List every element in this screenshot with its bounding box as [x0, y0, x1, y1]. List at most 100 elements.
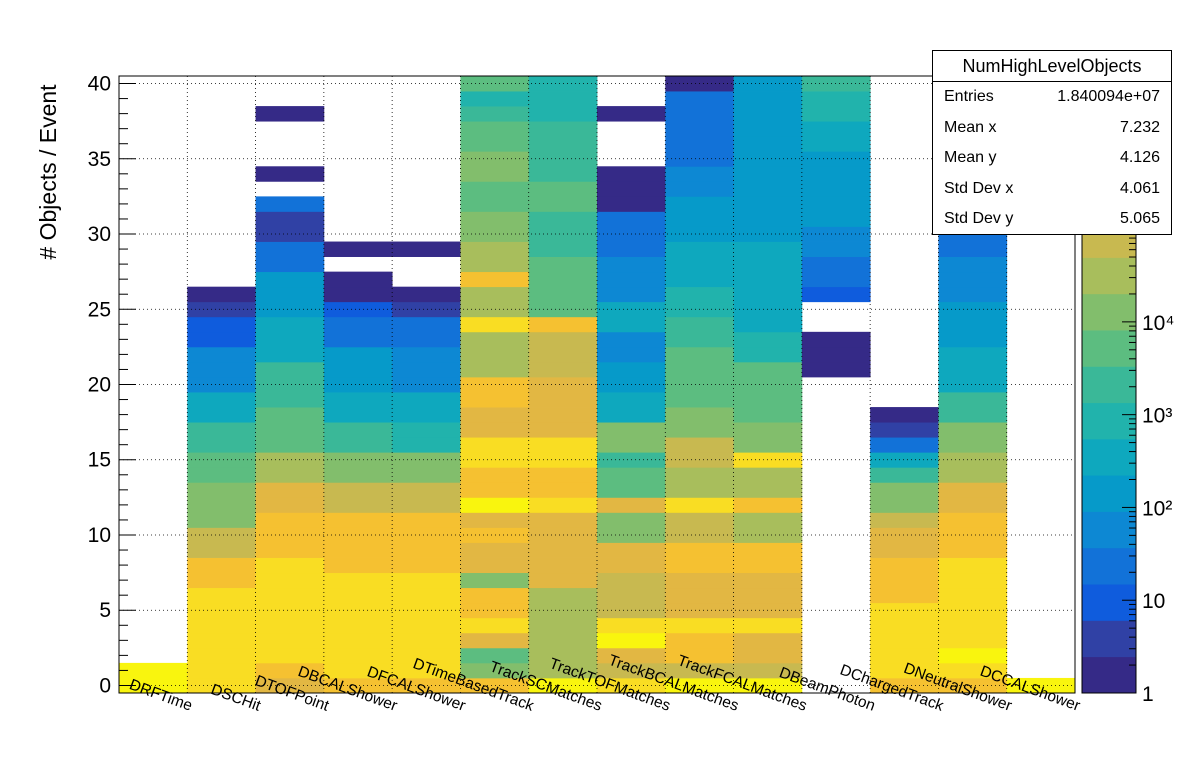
- heatmap-cell: [255, 542, 325, 558]
- heatmap-cell: [801, 91, 871, 107]
- heatmap-cell: [665, 482, 734, 498]
- heatmap-cell: [255, 572, 325, 589]
- heatmap-cell: [597, 572, 666, 589]
- heatmap-cell: [597, 166, 666, 182]
- heatmap-cell: [528, 407, 598, 423]
- heatmap-cell: [665, 572, 734, 589]
- heatmap-cell: [255, 166, 325, 182]
- heatmap-cell: [597, 407, 666, 423]
- heatmap-cell: [938, 557, 1008, 574]
- stats-row: Std Dev y 5.065: [933, 204, 1171, 235]
- heatmap-cell: [665, 632, 734, 649]
- heatmap-cell: [528, 437, 598, 453]
- heatmap-cell: [938, 497, 1008, 513]
- heatmap-cell: [460, 452, 530, 468]
- stats-value: 5.065: [1119, 210, 1160, 228]
- heatmap-cell: [460, 331, 530, 348]
- heatmap-cell: [938, 482, 1008, 498]
- heatmap-cell: [938, 647, 1008, 664]
- heatmap-cell: [938, 301, 1008, 318]
- heatmap-cell: [938, 376, 1008, 393]
- heatmap-cell: [528, 647, 598, 664]
- heatmap-cell: [665, 256, 734, 273]
- heatmap-cell: [460, 316, 530, 333]
- heatmap-cell: [528, 512, 598, 528]
- heatmap-cell: [323, 527, 393, 543]
- heatmap-cell: [597, 286, 666, 303]
- heatmap-cell: [528, 271, 598, 288]
- heatmap-cell: [597, 587, 666, 604]
- heatmap-cell: [801, 151, 871, 167]
- stats-rows: Entries 1.840094e+07 Mean x 7.232 Mean y 4.12…: [933, 82, 1171, 235]
- heatmap-cell: [665, 512, 734, 528]
- heatmap-cell: [528, 121, 598, 137]
- heatmap-cell: [528, 467, 598, 483]
- heatmap-cell: [733, 106, 803, 122]
- heatmap-cell: [392, 572, 461, 589]
- heatmap-cell: [187, 331, 256, 348]
- heatmap-cell: [255, 196, 325, 212]
- heatmap-cell: [460, 76, 530, 92]
- heatmap-cell: [870, 632, 939, 649]
- heatmap-cell: [460, 482, 530, 498]
- heatmap-cell: [528, 662, 598, 679]
- heatmap-cell: [187, 361, 256, 378]
- heatmap-cell: [187, 662, 256, 679]
- heatmap-cell: [870, 572, 939, 589]
- heatmap-cell: [255, 346, 325, 363]
- heatmap-cell: [460, 557, 530, 574]
- heatmap-cell: [597, 482, 666, 498]
- heatmap-cell: [597, 316, 666, 333]
- heatmap-cell: [528, 181, 598, 197]
- heatmap-cell: [255, 497, 325, 513]
- heatmap-cell: [323, 467, 393, 483]
- heatmap-cell: [392, 437, 461, 453]
- heatmap-cell: [733, 241, 803, 257]
- heatmap-cell: [938, 572, 1008, 589]
- heatmap-cell: [460, 91, 530, 107]
- heatmap-cell: [255, 527, 325, 543]
- heatmap-cell: [665, 407, 734, 423]
- heatmap-cell: [323, 587, 393, 604]
- heatmap-cell: [323, 482, 393, 498]
- heatmap-cell: [323, 422, 393, 438]
- heatmap-cell: [665, 181, 734, 197]
- heatmap-cell: [392, 482, 461, 498]
- heatmap-cell: [665, 316, 734, 333]
- heatmap-cell: [392, 331, 461, 348]
- heatmap-cell: [870, 512, 939, 528]
- heatmap-cell: [528, 497, 598, 513]
- heatmap-cell: [938, 331, 1008, 348]
- heatmap-cell: [255, 467, 325, 483]
- heatmap-cell: [733, 121, 803, 137]
- heatmap-cell: [938, 662, 1008, 679]
- heatmap-cell: [938, 527, 1008, 543]
- heatmap-cell: [528, 91, 598, 107]
- heatmap-cell: [733, 196, 803, 212]
- heatmap-cell: [801, 106, 871, 122]
- stats-row: Mean x 7.232: [933, 113, 1171, 144]
- colorbar-segment: [1082, 620, 1136, 658]
- heatmap-cell: [870, 467, 939, 483]
- heatmap-cell: [187, 542, 256, 558]
- heatmap-cell: [392, 542, 461, 558]
- heatmap-cell: [119, 677, 188, 694]
- heatmap-cell: [392, 677, 461, 694]
- heatmap-cell: [323, 557, 393, 574]
- heatmap-cell: [597, 331, 666, 348]
- heatmap-cell: [187, 602, 256, 619]
- heatmap-cell: [255, 331, 325, 348]
- stats-value: 1.840094e+07: [1057, 88, 1160, 105]
- heatmap-cell: [255, 437, 325, 453]
- heatmap-cell: [187, 376, 256, 393]
- heatmap-cell: [460, 662, 530, 679]
- y-tick-label: 10: [88, 524, 111, 547]
- heatmap-cell: [255, 301, 325, 318]
- heatmap-cell: [460, 241, 530, 257]
- heatmap-cell: [323, 346, 393, 363]
- heatmap-cell: [665, 497, 734, 513]
- heatmap-cell: [938, 512, 1008, 528]
- heatmap-cell: [460, 422, 530, 438]
- heatmap-cell: [528, 542, 598, 558]
